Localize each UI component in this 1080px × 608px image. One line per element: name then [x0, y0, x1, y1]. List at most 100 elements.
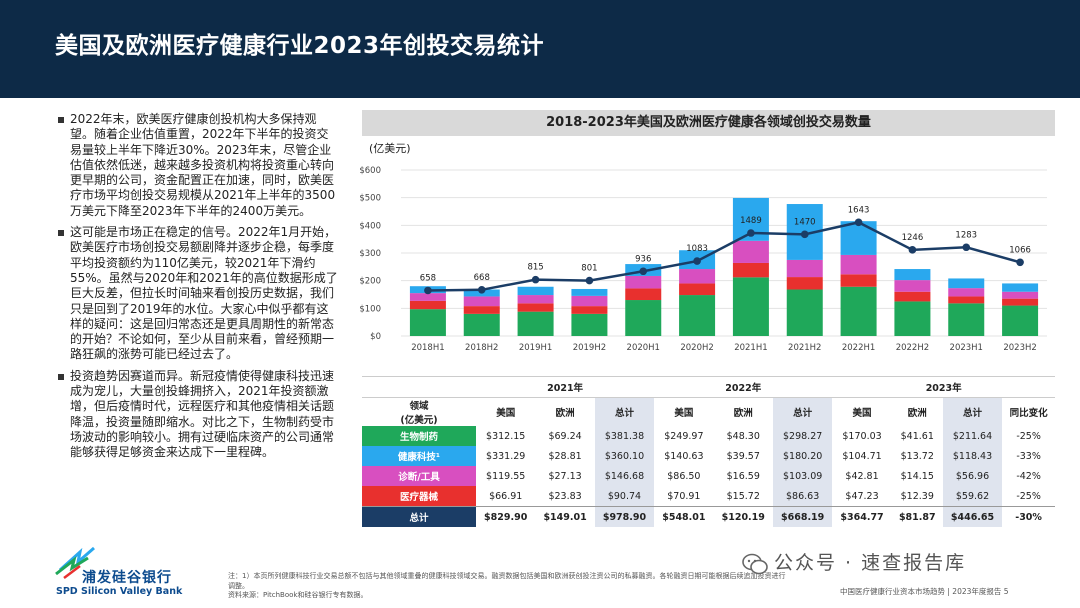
year-header: 2022年: [654, 376, 833, 398]
bar-segment: [840, 221, 877, 255]
bar-segment: [1002, 291, 1039, 299]
table-cell: -25%: [1016, 430, 1041, 442]
table-cell: $39.57: [726, 450, 760, 462]
table-corner: [362, 376, 476, 398]
table-cell: $978.90: [594, 506, 655, 527]
x-tick-label: 2021H1: [734, 343, 767, 353]
bar-segment: [679, 283, 716, 296]
table-cell: $81.87: [891, 506, 943, 527]
table-cell: $180.20: [772, 446, 833, 466]
line-data-label: 1470: [794, 217, 816, 227]
table-cell: $41.61: [900, 430, 934, 442]
line-data-label: 936: [635, 254, 651, 264]
y-tick-label: $200: [359, 277, 381, 287]
table-cell: $27.13: [548, 470, 582, 482]
x-tick-label: 2019H1: [519, 343, 552, 353]
table-cell: $548.01: [654, 506, 714, 527]
bar-segment: [625, 300, 662, 336]
table-cell: $119.55: [486, 470, 526, 482]
header-bar: 美国及欧洲医疗健康行业2023年创投交易统计: [0, 0, 1080, 98]
table-year-row: 2021年 2022年 2023年: [362, 376, 1055, 398]
col-header: 总计: [772, 397, 833, 426]
table-cell: $28.81: [548, 450, 582, 462]
table-cell: $312.15: [486, 430, 526, 442]
footnote-line: 注：1）本页所列健康科技行业交易总额不包括与其他领域重叠的健康科技领域交易。融资…: [228, 572, 786, 590]
x-tick-label: 2020H1: [627, 343, 660, 353]
corner-label: 领域 (亿美元): [362, 398, 476, 426]
y-axis-label: (亿美元): [369, 142, 411, 155]
line-point: [531, 275, 540, 284]
bar-segment: [517, 303, 554, 312]
table-cell: $23.83: [548, 490, 582, 502]
bar-segment: [463, 313, 500, 336]
bar-segment: [625, 288, 662, 301]
table-cell: $70.91: [667, 490, 701, 502]
line-data-label: 1066: [1009, 245, 1031, 255]
col-header: 同比变化: [1009, 408, 1048, 419]
col-header: 美国: [674, 408, 694, 419]
table-cell: $146.68: [594, 466, 655, 486]
table-cell: $14.15: [900, 470, 934, 482]
bar-segment: [517, 286, 554, 296]
bar-segment: [786, 277, 823, 290]
col-header: 美国: [496, 408, 516, 419]
year-header: 2021年: [476, 376, 655, 398]
col-header: 总计: [942, 397, 1003, 426]
category-cell: 诊断/工具: [362, 466, 476, 486]
table-row: 诊断/工具 $119.55 $27.13 $146.68 $86.50 $16.…: [362, 466, 1055, 486]
footnote: 注：1）本页所列健康科技行业交易总额不包括与其他领域重叠的健康科技领域交易。融资…: [228, 572, 788, 601]
col-header: 美国: [852, 408, 872, 419]
stacked-bar-chart: (亿美元) $0 $100 $200 $300 $400 $500 $600 2018H1 201…: [359, 142, 1047, 353]
x-tick-label: 2022H1: [842, 343, 875, 353]
bar-segment: [571, 288, 608, 296]
table-cell: -25%: [1016, 490, 1041, 502]
footnote-source: 资料来源：PitchBook和硅谷银行专有数据。: [228, 591, 368, 599]
bullet-item: 2022年末，欧美医疗健康创投机构大多保持观望。随着企业估值重置，2022年下半…: [58, 112, 340, 219]
bar-segment: [517, 311, 554, 336]
table-row: 生物制药 $312.15 $69.24 $381.38 $249.97 $48.…: [362, 426, 1055, 446]
bullet-item: 这可能是市场正在稳定的信号。2022年1月开始，欧美医疗市场创投交易额剧降并逐步…: [58, 225, 340, 363]
col-header: 欧洲: [733, 408, 753, 419]
line-point: [854, 218, 863, 227]
table-cell: $298.27: [772, 426, 833, 446]
line-data-label: 815: [527, 263, 543, 273]
line-data-label: 1643: [848, 205, 870, 215]
bar-segment: [786, 259, 823, 278]
bar-segment: [732, 240, 769, 263]
wechat-icon: [742, 553, 768, 574]
y-tick-label: $0: [370, 332, 381, 342]
bar-segment: [732, 277, 769, 336]
table-cell: $364.77: [832, 506, 892, 527]
line-point: [424, 286, 432, 295]
table-cell: $86.63: [772, 486, 833, 507]
bullet-list: 2022年末，欧美医疗健康创投机构大多保持观望。随着企业估值重置，2022年下半…: [58, 112, 340, 467]
table-column-row: 领域 (亿美元) 美国 欧洲 总计 美国 欧洲 总计 美国 欧洲 总计 同比变化: [362, 397, 1055, 426]
logo-chinese-name: 浦发硅谷银行: [82, 570, 172, 586]
line-point: [747, 229, 755, 237]
table-cell: $69.24: [548, 430, 582, 442]
table-cell: $211.64: [942, 426, 1003, 446]
bar-segment: [571, 295, 608, 307]
data-table: 2021年 2022年 2023年 领域 (亿美元) 美国 欧洲 总计 美国 欧洲…: [362, 376, 1055, 527]
col-header: 欧洲: [555, 408, 575, 419]
col-header: 总计: [594, 397, 655, 426]
table-cell: $104.71: [842, 450, 882, 462]
x-tick-label: 2018H1: [411, 343, 444, 353]
bar-segment: [409, 293, 446, 301]
category-cell: 生物制药: [362, 426, 476, 446]
table-total-row: 总计 $829.90 $149.01 $978.90 $548.01 $120.…: [362, 506, 1055, 527]
table-cell: -30%: [1002, 506, 1055, 527]
table-cell: $120.19: [713, 506, 773, 527]
table-row: 健康科技¹ $331.29 $28.81 $360.10 $140.63 $39…: [362, 446, 1055, 466]
bullet-item: 投资趋势因赛道而异。新冠疫情使得健康科技迅速成为宠儿，大量创投蜂拥挤入，2021…: [58, 369, 340, 461]
category-cell: 健康科技¹: [362, 446, 476, 466]
table-row: 医疗器械 $66.91 $23.83 $90.74 $70.91 $15.72 …: [362, 486, 1055, 507]
chart-title: 2018-2023年美国及欧洲医疗健康各领域创投交易数量: [362, 110, 1055, 136]
table-cell: $15.72: [726, 490, 760, 502]
bar-segment: [1002, 283, 1039, 292]
x-tick-label: 2021H2: [788, 343, 821, 353]
x-tick-label: 2023H1: [950, 343, 983, 353]
line-point: [639, 267, 648, 276]
bar-segment: [786, 289, 823, 336]
table-cell: $48.30: [726, 430, 760, 442]
